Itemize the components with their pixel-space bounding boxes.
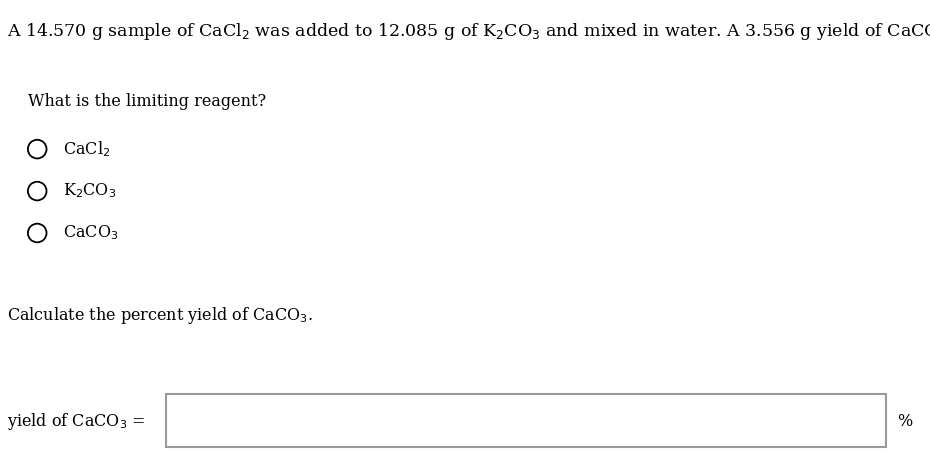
FancyBboxPatch shape <box>166 394 886 447</box>
Text: CaCO$_3$: CaCO$_3$ <box>63 224 119 242</box>
Text: K$_2$CO$_3$: K$_2$CO$_3$ <box>63 182 116 200</box>
Text: What is the limiting reagent?: What is the limiting reagent? <box>28 93 266 110</box>
Text: yield of CaCO$_3$ =: yield of CaCO$_3$ = <box>7 411 146 432</box>
Text: A 14.570 g sample of CaCl$_2$ was added to 12.085 g of K$_2$CO$_3$ and mixed in : A 14.570 g sample of CaCl$_2$ was added … <box>7 21 930 42</box>
Text: %: % <box>897 413 912 430</box>
Text: Calculate the percent yield of CaCO$_3$.: Calculate the percent yield of CaCO$_3$. <box>7 305 313 326</box>
Text: CaCl$_2$: CaCl$_2$ <box>63 139 111 159</box>
